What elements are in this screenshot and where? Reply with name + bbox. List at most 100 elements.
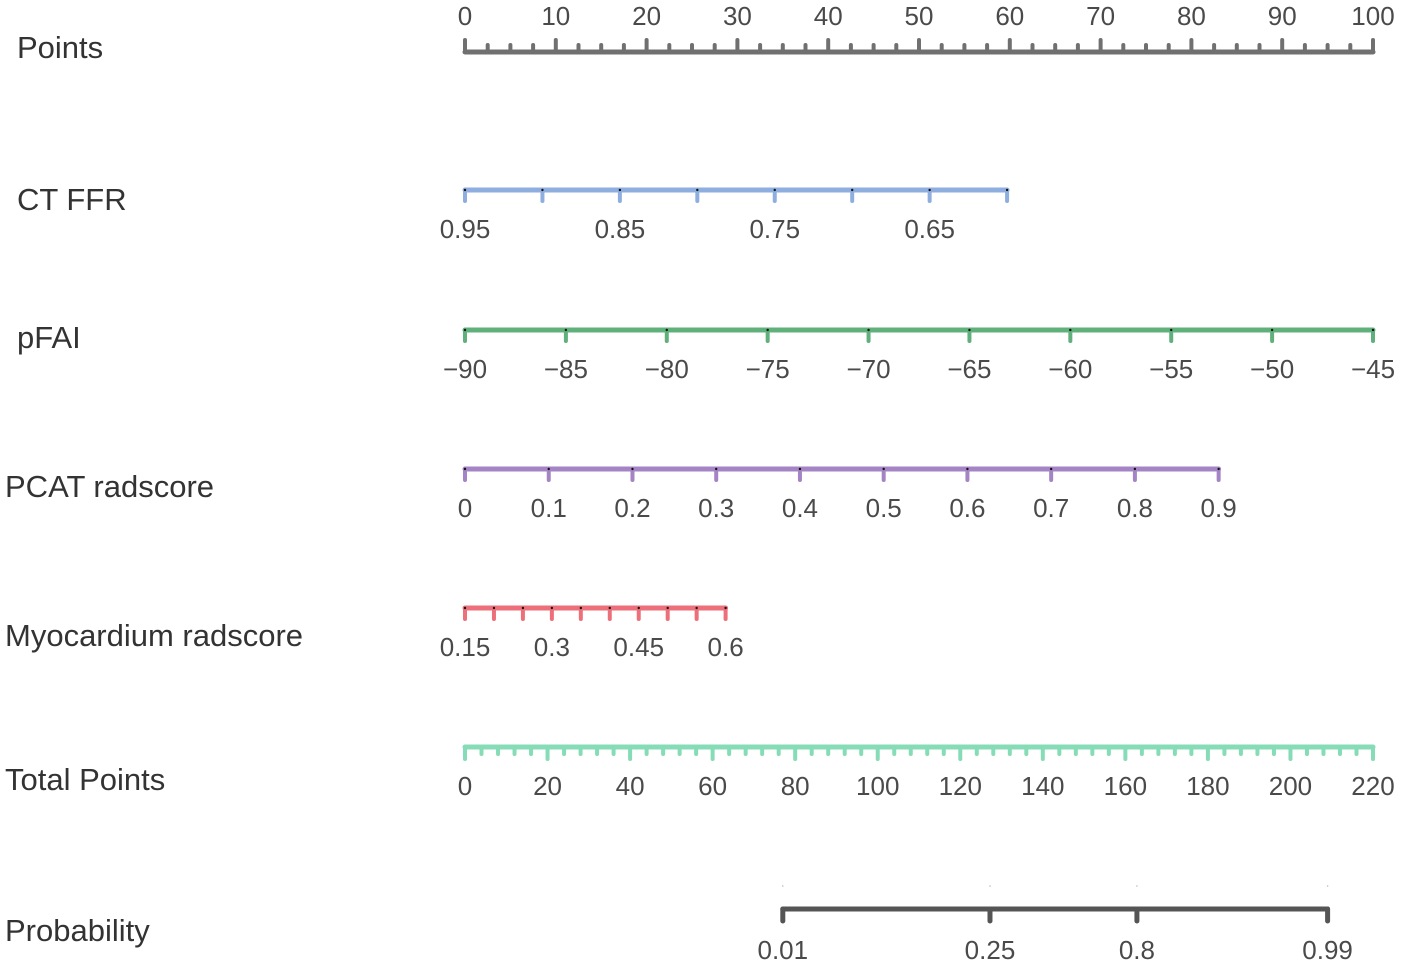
- pfai-tick-dot: [1270, 328, 1274, 332]
- points-tick-label: 50: [905, 1, 934, 31]
- ct-ffr-tick-label: 0.85: [595, 214, 646, 244]
- pfai-tick-dot: [968, 328, 971, 332]
- pfai-tick-dot: [463, 328, 467, 332]
- pcat-radscore-tick-dot: [1217, 467, 1220, 471]
- pcat-radscore-tick-dot: [715, 467, 718, 471]
- probability-dot: [782, 885, 784, 887]
- pcat-radscore-tick-label: 0.6: [949, 493, 985, 523]
- probability-label: Probability: [5, 913, 150, 948]
- total-points-tick-label: 220: [1351, 771, 1394, 801]
- probability-dot: [1326, 885, 1329, 887]
- probability-dot: [989, 885, 991, 887]
- pcat-radscore-tick-label: 0.1: [531, 493, 567, 523]
- pfai-tick-dot: [867, 328, 870, 332]
- myocardium-radscore-tick-dot: [637, 606, 640, 610]
- total-points-tick-label: 140: [1021, 771, 1064, 801]
- pfai-tick-dot: [1069, 328, 1072, 332]
- pcat-radscore-tick-label: 0.2: [614, 493, 650, 523]
- ct-ffr-tick-dot: [618, 188, 622, 192]
- pfai-tick-dot: [1371, 328, 1375, 332]
- ct-ffr-tick-dot: [696, 188, 699, 192]
- points-tick-label: 60: [995, 1, 1024, 31]
- pcat-radscore-tick-label: 0.5: [866, 493, 902, 523]
- points-tick-label: 30: [723, 1, 752, 31]
- pfai-tick-dot: [665, 328, 668, 332]
- pcat-radscore-tick-dot: [966, 467, 969, 471]
- ct-ffr-tick-label: 0.75: [749, 214, 800, 244]
- probability-tick-label: 0.25: [965, 935, 1016, 965]
- total-points-tick-label: 20: [533, 771, 562, 801]
- pfai-tick-label: −65: [947, 354, 991, 384]
- pfai-tick-label: −80: [645, 354, 689, 384]
- pcat-radscore-tick-dot: [882, 467, 885, 471]
- total-points-tick-label: 180: [1186, 771, 1229, 801]
- pfai-tick-label: −70: [847, 354, 891, 384]
- ct-ffr-tick-label: 0.95: [440, 214, 491, 244]
- total-points-tick-label: 100: [856, 771, 899, 801]
- ct-ffr-tick-dot: [928, 188, 931, 192]
- myocardium-radscore-tick-dot: [492, 606, 496, 610]
- probability-dot: [1136, 885, 1138, 887]
- myocardium-radscore-tick-dot: [608, 606, 611, 610]
- ct-ffr-tick-dot: [463, 188, 467, 192]
- pfai-tick-dot: [1170, 328, 1173, 332]
- myocardium-radscore-tick-dot: [666, 606, 669, 610]
- pcat-radscore-tick-dot: [1049, 467, 1053, 471]
- myocardium-radscore-tick-dot: [521, 606, 525, 610]
- pcat-radscore-tick-label: 0.4: [782, 493, 818, 523]
- pfai-tick-label: −45: [1351, 354, 1395, 384]
- pfai-tick-label: −75: [746, 354, 790, 384]
- myocardium-radscore-label: Myocardium radscore: [5, 618, 303, 653]
- total-points-tick-label: 0: [458, 771, 472, 801]
- pcat-radscore-tick-dot: [1133, 467, 1137, 471]
- ct-ffr-label: CT FFR: [17, 182, 127, 217]
- points-tick-label: 0: [458, 1, 472, 31]
- myocardium-radscore-tick-label: 0.3: [534, 632, 570, 662]
- points-tick-label: 40: [814, 1, 843, 31]
- myocardium-radscore-tick-label: 0.6: [708, 632, 744, 662]
- points-tick-label: 10: [541, 1, 570, 31]
- points-tick-label: 90: [1268, 1, 1297, 31]
- ct-ffr-tick-dot: [850, 188, 854, 192]
- pfai-tick-label: −55: [1149, 354, 1193, 384]
- pcat-radscore-tick-label: 0.7: [1033, 493, 1069, 523]
- points-label: Points: [17, 30, 103, 65]
- myocardium-radscore-tick-dot: [550, 606, 554, 610]
- points-tick-label: 20: [632, 1, 661, 31]
- total-points-tick-label: 160: [1104, 771, 1147, 801]
- total-points-tick-label: 120: [939, 771, 982, 801]
- total-points-tick-label: 40: [616, 771, 645, 801]
- probability-tick-label: 0.99: [1302, 935, 1353, 965]
- pcat-radscore-tick-label: 0.3: [698, 493, 734, 523]
- pcat-radscore-tick-dot: [547, 467, 550, 471]
- pcat-radscore-label: PCAT radscore: [5, 469, 214, 504]
- pcat-radscore-tick-label: 0.9: [1201, 493, 1237, 523]
- pfai-tick-dot: [766, 328, 769, 332]
- pfai-tick-label: −90: [443, 354, 487, 384]
- points-tick-label: 100: [1351, 1, 1394, 31]
- pcat-radscore-tick-dot: [463, 467, 467, 471]
- ct-ffr-tick-dot: [541, 188, 544, 192]
- myocardium-radscore-tick-label: 0.15: [440, 632, 491, 662]
- pfai-tick-label: −60: [1048, 354, 1092, 384]
- pcat-radscore-tick-dot: [631, 467, 634, 471]
- pcat-radscore-tick-label: 0: [458, 493, 472, 523]
- pfai-label: pFAI: [17, 320, 81, 355]
- ct-ffr-tick-dot: [773, 188, 776, 192]
- probability-tick-label: 0.01: [757, 935, 808, 965]
- myocardium-radscore-tick-dot: [695, 606, 698, 610]
- myocardium-radscore-tick-label: 0.45: [613, 632, 664, 662]
- pcat-radscore-tick-dot: [798, 467, 802, 471]
- ct-ffr-tick-label: 0.65: [904, 214, 955, 244]
- pfai-tick-label: −85: [544, 354, 588, 384]
- total-points-label: Total Points: [5, 762, 165, 797]
- pcat-radscore-tick-label: 0.8: [1117, 493, 1153, 523]
- points-tick-label: 70: [1086, 1, 1115, 31]
- probability-tick-label: 0.8: [1119, 935, 1155, 965]
- myocardium-radscore-tick-dot: [463, 606, 467, 610]
- pfai-tick-dot: [564, 328, 568, 332]
- myocardium-radscore-tick-dot: [724, 606, 727, 610]
- total-points-tick-label: 200: [1269, 771, 1312, 801]
- ct-ffr-tick-dot: [1005, 188, 1009, 192]
